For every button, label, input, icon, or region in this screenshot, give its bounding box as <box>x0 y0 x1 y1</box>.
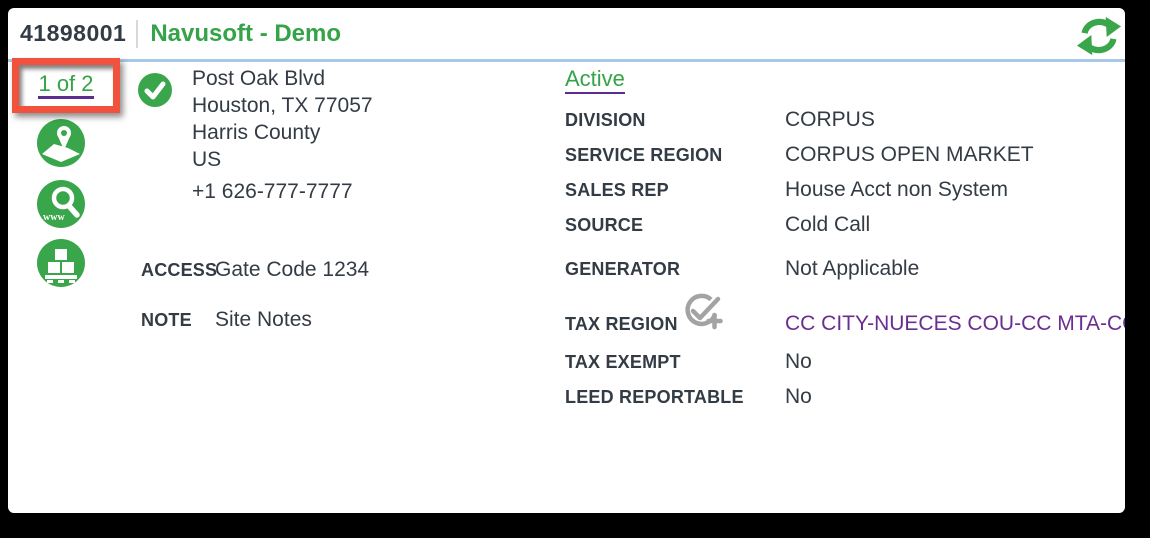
leed-reportable-label: LEED REPORTABLE <box>565 387 744 407</box>
detail-row-tax-exempt: TAX EXEMPT No <box>565 350 1125 374</box>
leed-reportable-value: No <box>785 385 812 408</box>
tax-region-label: TAX REGION <box>565 293 785 335</box>
sales-rep-label: SALES REP <box>565 180 669 200</box>
tax-exempt-label: TAX EXEMPT <box>565 352 681 372</box>
refresh-icon <box>1076 16 1122 62</box>
note-label: NOTE <box>141 310 192 330</box>
detail-row-leed-reportable: LEED REPORTABLE No <box>565 385 1125 409</box>
refresh-button[interactable] <box>1076 13 1122 59</box>
address-line: Houston, TX 77057 <box>192 94 373 117</box>
account-site-panel: 41898001 Navusoft - Demo 1 of 2 <box>8 8 1125 513</box>
detail-row-tax-region: TAX REGION CC CITY-NUECES COU-CC MTA-CC <box>565 293 1125 336</box>
source-label: SOURCE <box>565 215 644 235</box>
address-line: US <box>192 148 222 171</box>
address-line: Post Oak Blvd <box>192 67 326 90</box>
access-value: Gate Code 1234 <box>215 258 370 281</box>
web-search-icon: www <box>37 180 85 228</box>
pallet-icon <box>37 239 85 287</box>
access-label: ACCESS <box>141 260 218 280</box>
sales-rep-value: House Acct non System <box>785 178 1008 201</box>
address-line: Harris County <box>192 121 321 144</box>
check-circle-icon <box>138 73 172 107</box>
detail-row-sales-rep: SALES REP House Acct non System <box>565 178 1125 202</box>
web-search-button[interactable]: www <box>37 180 85 228</box>
detail-row-service-region: SERVICE REGION CORPUS OPEN MARKET <box>565 143 1125 167</box>
service-region-label: SERVICE REGION <box>565 145 723 165</box>
status-link[interactable]: Active <box>565 66 625 94</box>
app-title: Navusoft - Demo <box>150 19 342 47</box>
pallet-button[interactable] <box>37 239 85 287</box>
pager-link[interactable]: 1 of 2 <box>38 71 94 100</box>
tax-region-link[interactable]: CC CITY-NUECES COU-CC MTA-CC <box>785 312 1125 336</box>
tax-exempt-value: No <box>785 350 812 373</box>
pager-annotation-box: 1 of 2 <box>12 58 120 113</box>
tax-region-value: CC CITY-NUECES COU-CC MTA-CC <box>785 312 1125 336</box>
division-label: DIVISION <box>565 110 646 130</box>
generator-value: Not Applicable <box>785 257 920 280</box>
header-rule <box>8 59 1125 62</box>
access-row: ACCESS Gate Code 1234 <box>141 258 369 282</box>
service-region-value: CORPUS OPEN MARKET <box>785 143 1034 166</box>
detail-row-source: SOURCE Cold Call <box>565 213 1125 237</box>
site-address: Post Oak Blvd Houston, TX 77057 Harris C… <box>192 65 373 173</box>
account-number: 41898001 <box>20 20 127 46</box>
details-column: Active DIVISION CORPUS SERVICE REGION CO… <box>565 8 1125 513</box>
division-value: CORPUS <box>785 108 875 131</box>
panel-header: 41898001 Navusoft - Demo <box>8 8 1125 59</box>
map-location-button[interactable] <box>37 119 85 167</box>
source-value: Cold Call <box>785 213 871 236</box>
svg-text:www: www <box>43 212 65 223</box>
note-row: NOTE Site Notes <box>141 308 312 332</box>
tax-region-verify-button[interactable] <box>681 290 725 334</box>
generator-label: GENERATOR <box>565 259 681 279</box>
site-phone: +1 626-777-7777 <box>192 180 353 203</box>
note-value: Site Notes <box>215 308 312 331</box>
header-divider <box>136 19 139 48</box>
detail-row-division: DIVISION CORPUS <box>565 108 1125 132</box>
check-plus-icon <box>681 293 725 337</box>
detail-row-generator: GENERATOR Not Applicable <box>565 257 1125 281</box>
map-location-icon <box>37 119 85 167</box>
